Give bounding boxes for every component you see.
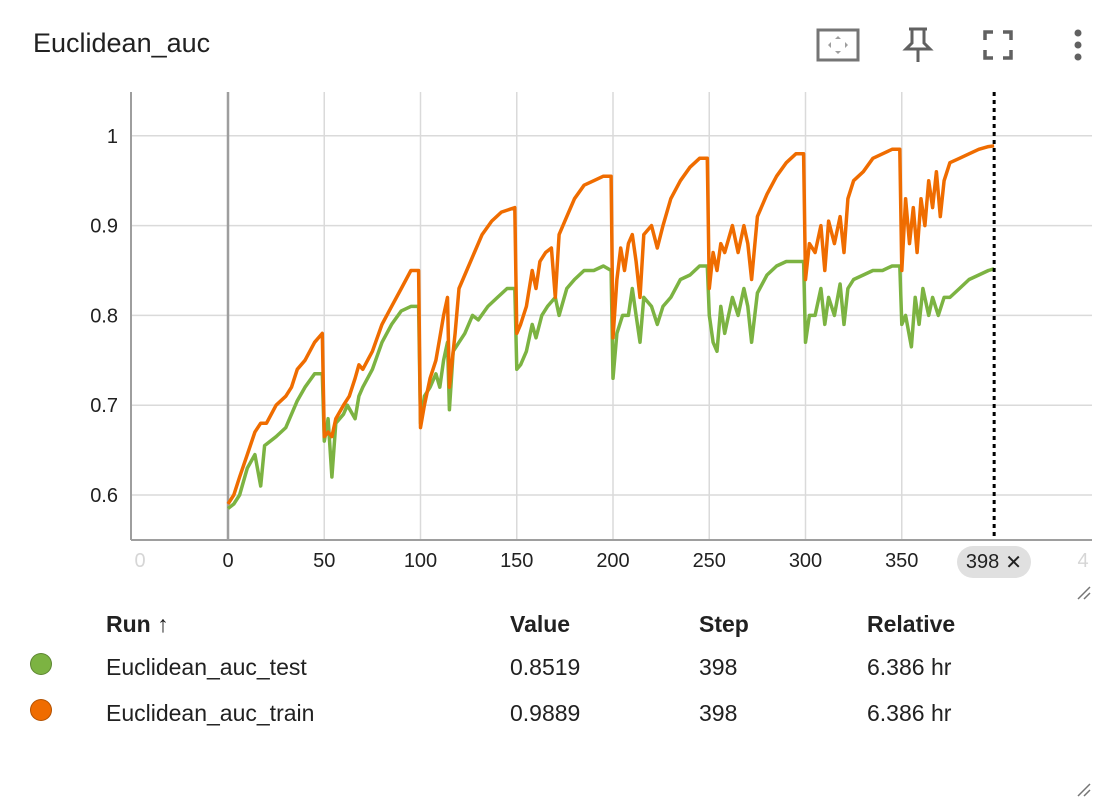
run-relative: 6.386 hr	[867, 699, 952, 726]
sort-arrow-icon: ↑	[157, 610, 169, 637]
x-tick-label: 50	[313, 550, 335, 572]
fullscreen-icon	[983, 30, 1013, 60]
tick-labels: 1 0.9 0.8 0.7 0.6 0 0 50 100 150 200 250 300 350 4	[90, 126, 1088, 572]
x-tick-label: 0	[222, 550, 233, 572]
run-name: Euclidean_auc_test	[106, 653, 307, 680]
run-value: 0.8519	[510, 653, 581, 680]
run-value: 0.9889	[510, 699, 581, 726]
x-tick-label: 100	[404, 550, 437, 572]
y-tick-label: 0.7	[90, 395, 118, 417]
pin-icon	[902, 27, 934, 62]
x-tick-label: 250	[693, 550, 726, 572]
run-relative: 6.386 hr	[867, 653, 952, 680]
series-line-Euclidean_auc_train	[226, 144, 995, 505]
run-color-dot-icon	[30, 653, 52, 675]
x-tick-label: 4	[1077, 550, 1088, 572]
axis-layer	[130, 92, 1092, 541]
run-color-dot-icon	[30, 699, 52, 721]
y-tick-label: 0.8	[90, 305, 118, 327]
x-tick-label: 0	[134, 550, 145, 572]
run-name: Euclidean_auc_train	[106, 699, 315, 726]
pin-button[interactable]	[895, 22, 941, 68]
x-tick-label: 350	[885, 550, 918, 572]
line-chart[interactable]: 1 0.9 0.8 0.7 0.6 0 0 50 100 150 200 250 300 350 4	[0, 0, 1113, 600]
chart-title: Euclidean_auc	[33, 28, 211, 58]
relative-column-header[interactable]: Relative	[867, 610, 956, 637]
more-vert-icon	[1074, 29, 1082, 61]
series-layer	[226, 144, 995, 510]
fit-to-data-icon	[816, 28, 860, 62]
fit-to-data-button[interactable]	[815, 22, 861, 68]
x-tick-label: 150	[500, 550, 533, 572]
runs-table: Run ↑ Value Step Relative Euclidean_auc_…	[30, 604, 1017, 736]
close-icon[interactable]: ✕	[1005, 551, 1023, 574]
run-step: 398	[699, 699, 738, 726]
x-tick-label: 200	[596, 550, 629, 572]
resize-handle-icon[interactable]	[1076, 585, 1092, 601]
step-marker-label: 398	[965, 550, 1000, 573]
value-column-header[interactable]: Value	[510, 610, 571, 637]
run-step: 398	[699, 653, 738, 680]
y-tick-label: 0.6	[90, 485, 118, 507]
series-line-Euclidean_auc_test	[226, 259, 995, 510]
x-tick-label: 300	[789, 550, 822, 572]
table-row[interactable]: Euclidean_auc_test 0.8519 398 6.386 hr	[30, 644, 1017, 690]
resize-handle-icon[interactable]	[1076, 782, 1092, 798]
fullscreen-button[interactable]	[975, 22, 1021, 68]
run-column-header[interactable]: Run ↑	[106, 604, 510, 644]
table-header-row: Run ↑ Value Step Relative	[30, 604, 1017, 644]
y-tick-label: 0.9	[90, 216, 118, 238]
more-options-button[interactable]	[1055, 22, 1101, 68]
table-row[interactable]: Euclidean_auc_train 0.9889 398 6.386 hr	[30, 690, 1017, 736]
run-header-label: Run	[106, 610, 151, 637]
step-marker-chip[interactable]: 398 ✕	[957, 546, 1031, 578]
step-column-header[interactable]: Step	[699, 610, 749, 637]
y-tick-label: 1	[107, 126, 118, 148]
